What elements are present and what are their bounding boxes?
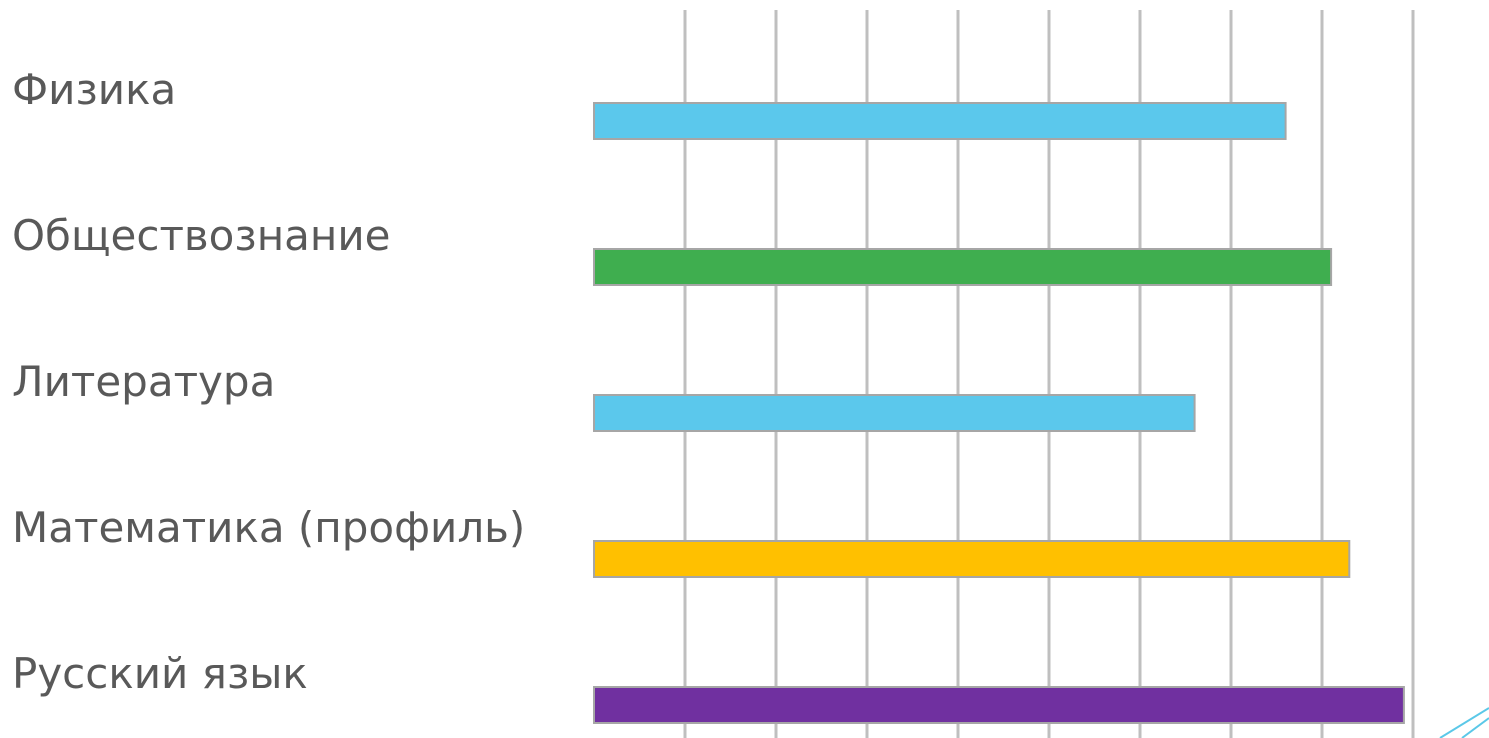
category-label-3: Литература xyxy=(12,357,275,406)
bar-2 xyxy=(593,248,1333,286)
category-label-1: Физика xyxy=(12,65,176,114)
bars xyxy=(593,102,1405,724)
bar-4 xyxy=(593,540,1351,578)
bar-5 xyxy=(593,686,1405,724)
category-label-5: Русский язык xyxy=(12,649,308,698)
category-labels: Физика Обществознание Литература Математика… xyxy=(12,65,525,698)
category-label-2: Обществознание xyxy=(12,211,391,260)
bar-3 xyxy=(593,394,1196,432)
bar-1 xyxy=(593,102,1287,140)
triangle-corner-icon xyxy=(1439,707,1489,738)
category-label-4: Математика (профиль) xyxy=(12,503,525,552)
